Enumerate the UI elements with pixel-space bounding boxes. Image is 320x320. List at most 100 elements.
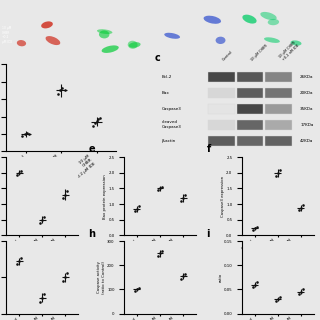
Point <box>63 275 68 280</box>
Text: c: c <box>154 53 160 63</box>
Point <box>65 188 70 194</box>
Bar <box>236 104 263 114</box>
Point <box>160 184 165 189</box>
Bar <box>236 120 263 130</box>
Text: 10 µM CHBR
+0.2 nM IDE: 10 µM CHBR +0.2 nM IDE <box>278 41 300 62</box>
Text: f: f <box>206 144 211 155</box>
Point <box>160 248 165 253</box>
Text: 42KDa: 42KDa <box>300 139 314 143</box>
Point <box>252 282 257 287</box>
Point <box>278 295 283 300</box>
Point <box>183 192 188 197</box>
Point <box>298 205 303 210</box>
Bar <box>208 120 235 130</box>
Point <box>134 206 140 211</box>
Ellipse shape <box>97 29 112 34</box>
Point <box>62 87 68 92</box>
Point <box>255 280 260 285</box>
Point <box>60 85 65 90</box>
Point <box>250 228 255 233</box>
Point <box>42 215 47 220</box>
Point <box>40 295 45 300</box>
Ellipse shape <box>99 30 109 38</box>
Ellipse shape <box>164 33 180 39</box>
Bar <box>265 88 292 98</box>
Ellipse shape <box>129 42 140 48</box>
Bar <box>236 88 263 98</box>
Y-axis label: ratio: ratio <box>218 273 222 282</box>
Ellipse shape <box>260 12 277 20</box>
Point <box>250 284 255 290</box>
Ellipse shape <box>268 19 279 25</box>
Text: Control: Control <box>222 50 234 62</box>
Text: 35KDa: 35KDa <box>300 107 314 111</box>
Ellipse shape <box>17 40 26 46</box>
Bar <box>265 104 292 114</box>
Point <box>60 278 65 284</box>
Point <box>27 131 32 136</box>
Bar <box>208 72 235 82</box>
Bar <box>236 136 263 146</box>
Bar <box>236 72 263 82</box>
Point <box>132 289 137 294</box>
Ellipse shape <box>102 45 119 53</box>
Text: β-actin: β-actin <box>162 139 176 143</box>
Point <box>273 299 278 304</box>
Point <box>14 173 19 178</box>
Point <box>255 224 260 229</box>
Point <box>298 289 303 294</box>
Ellipse shape <box>291 40 301 45</box>
Point <box>65 270 70 276</box>
Point <box>157 251 163 256</box>
Text: Bcl-2: Bcl-2 <box>162 75 172 78</box>
Point <box>252 226 257 231</box>
Ellipse shape <box>41 21 53 28</box>
Bar <box>265 136 292 146</box>
Point <box>273 173 278 179</box>
Point <box>157 186 163 191</box>
Point <box>40 217 45 222</box>
Point <box>37 221 42 226</box>
Point <box>180 195 186 200</box>
Point <box>14 262 19 267</box>
Point <box>55 92 60 97</box>
Text: h: h <box>89 229 96 239</box>
Y-axis label: Caspase activity
(ratio to Control): Caspase activity (ratio to Control) <box>97 261 106 294</box>
Point <box>58 88 63 93</box>
Ellipse shape <box>242 15 257 24</box>
Bar <box>208 104 235 114</box>
Text: Caspase3: Caspase3 <box>162 107 182 111</box>
Point <box>42 292 47 297</box>
Point <box>275 170 280 175</box>
Point <box>91 124 96 129</box>
Text: 17KDa: 17KDa <box>300 123 314 127</box>
Point <box>183 271 188 276</box>
Text: 10 µM
CHBR
+0.2
µM IDE: 10 µM CHBR +0.2 µM IDE <box>2 26 12 44</box>
Point <box>278 167 283 172</box>
Point <box>20 133 25 138</box>
Point <box>94 118 99 124</box>
Point <box>17 259 22 264</box>
Ellipse shape <box>128 41 138 49</box>
Point <box>178 198 183 204</box>
Point <box>96 116 101 122</box>
Ellipse shape <box>216 37 226 44</box>
Point <box>180 274 186 279</box>
Point <box>137 204 142 209</box>
Point <box>296 208 301 213</box>
Point <box>296 292 301 297</box>
Point <box>155 188 160 193</box>
Point <box>19 168 24 173</box>
Point <box>98 116 103 121</box>
Text: i: i <box>206 229 210 239</box>
Y-axis label: Bax protein expression: Bax protein expression <box>103 174 107 219</box>
Point <box>301 287 306 292</box>
Point <box>17 170 22 175</box>
Point <box>137 285 142 290</box>
Ellipse shape <box>204 16 221 24</box>
Text: 26KDa: 26KDa <box>300 75 314 78</box>
Ellipse shape <box>264 37 280 43</box>
Bar <box>265 120 292 130</box>
Text: cleaved
Caspase3: cleaved Caspase3 <box>162 121 182 129</box>
Point <box>155 253 160 259</box>
